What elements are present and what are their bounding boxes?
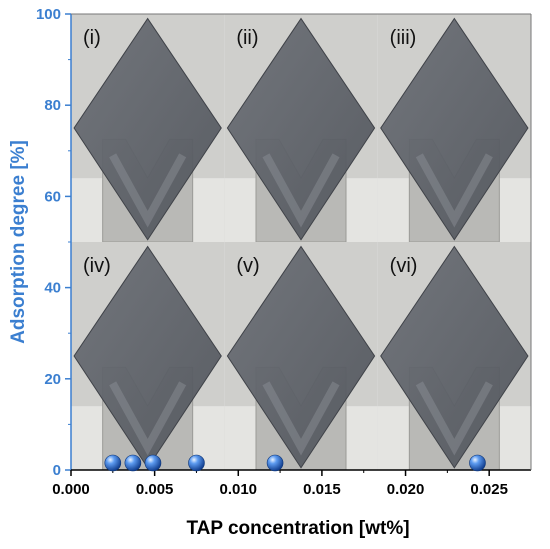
panel-label: (v) (236, 255, 259, 277)
photo-panel: (v) (224, 242, 378, 470)
x-tick-label: 0.025 (470, 481, 508, 498)
holder-reflection (109, 153, 187, 228)
photo-panel: (iv) (71, 242, 225, 470)
y-tick-label: 100 (36, 6, 61, 23)
panel-label: (vi) (390, 255, 418, 277)
holder-reflection (262, 381, 340, 456)
wafer-sample (380, 245, 529, 469)
y-tick-label: 60 (44, 188, 61, 205)
panel-label: (iv) (83, 255, 111, 277)
photo-panel: (i) (71, 14, 225, 243)
holder-reflection (415, 153, 493, 228)
wafer-sample (226, 245, 376, 469)
wafer-sample (73, 17, 222, 241)
data-point (104, 454, 122, 472)
data-point (124, 454, 142, 472)
data-point (188, 454, 205, 472)
photo-panel: (ii) (224, 14, 378, 243)
x-tick-label: 0.000 (52, 481, 90, 498)
y-tick-label: 0 (53, 462, 61, 479)
holder-reflection (262, 153, 340, 228)
x-axis-title: TAP concentration [wt%] (186, 518, 409, 539)
data-point (266, 454, 284, 472)
x-ticks: 0.000 0.005 0.010 0.015 0.020 0.025 (52, 470, 508, 498)
x-tick-label: 0.010 (219, 481, 257, 498)
x-tick-label: 0.015 (303, 481, 341, 498)
photo-panel: (iii) (377, 14, 531, 243)
data-point (469, 454, 486, 472)
y-ticks: 0 20 40 60 80 100 (36, 6, 71, 479)
panel-label: (ii) (236, 27, 258, 49)
data-point (144, 454, 162, 472)
data-points (104, 454, 486, 472)
photo-grid: (i) (ii) (iii) (iv) (v) (vi) (71, 14, 531, 470)
y-axis-title: Adsorption degree [%] (8, 140, 29, 344)
wafer-sample (226, 17, 376, 241)
holder-reflection (109, 381, 187, 456)
holder-reflection (415, 381, 493, 456)
x-tick-label: 0.020 (387, 481, 425, 498)
photo-panel: (vi) (377, 242, 531, 470)
y-tick-label: 20 (44, 371, 61, 388)
wafer-sample (380, 17, 529, 241)
panel-label: (i) (83, 27, 101, 49)
x-tick-label: 0.005 (136, 481, 174, 498)
y-tick-label: 40 (44, 280, 61, 297)
panel-label: (iii) (390, 27, 417, 49)
y-tick-label: 80 (44, 97, 61, 114)
